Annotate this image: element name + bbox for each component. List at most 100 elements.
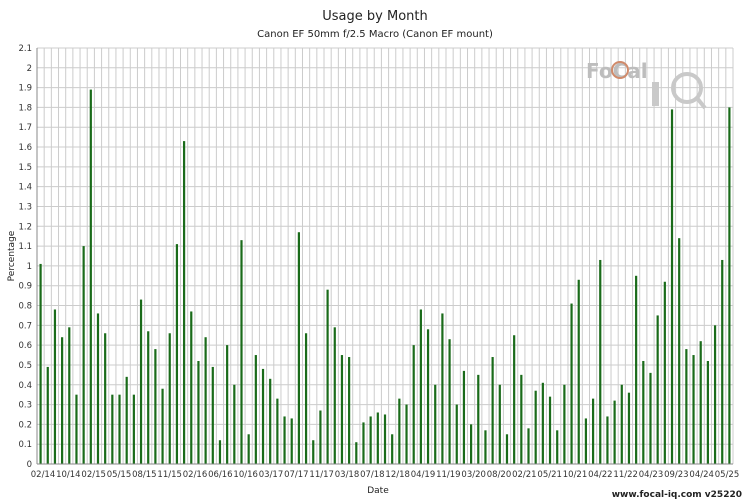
bar [269,378,272,464]
x-tick-label: 12/18 [385,470,410,480]
bar [304,333,308,464]
bar [721,259,724,464]
bar [226,345,229,464]
bar [319,410,322,464]
x-tick-label: 02/16 [183,470,208,480]
y-tick-label: 0.7 [18,321,32,331]
y-tick-label: 1.1 [18,242,32,252]
y-tick-label: 0.6 [18,341,32,351]
logo-lens-icon [611,61,629,79]
bar [520,374,523,464]
bar [369,416,372,464]
x-axis-title: Date [367,486,389,496]
bar [111,394,114,464]
bar [484,430,487,464]
bar [53,309,57,464]
bar [312,440,315,464]
y-tick-label: 1.7 [18,123,32,133]
x-tick-label: 10/16 [233,470,258,480]
x-tick-label: 09/23 [664,470,689,480]
y-tick-label: 1.9 [18,84,32,94]
x-tick-label: 03/17 [259,470,284,480]
bar [448,339,451,464]
x-tick-label: 05/25 [715,470,740,480]
bar [591,398,595,464]
bar [75,394,78,464]
bar [233,384,236,464]
y-axis-ticks: 0 0.1 0.2 0.3 0.4 0.5 0.6 0.7 0.8 0.9 1 1.1 1.2 1.3 1.… [18,44,32,470]
bar [441,313,444,464]
bar [139,299,143,464]
y-tick-label: 0 [27,460,32,470]
x-tick-label: 11/19 [436,470,461,480]
bar [728,107,731,464]
bar [656,315,659,464]
x-tick-label: 03/18 [335,470,360,480]
bar [692,355,695,464]
y-tick-label: 0.2 [18,420,32,430]
bar [642,360,645,464]
bar [182,141,186,464]
x-tick-label: 02/14 [31,470,56,480]
bar [541,382,544,464]
y-tick-label: 2 [27,64,32,74]
bar [606,416,609,464]
y-tick-label: 1.2 [18,222,32,232]
bar [355,442,358,464]
bar [283,416,286,464]
y-tick-label: 0.1 [18,440,32,450]
focal-iq-logo: FoCal [586,59,707,110]
bar [613,400,616,464]
bar [527,428,530,464]
bar [513,335,516,464]
bar [391,434,394,464]
bar [470,424,473,464]
y-tick-label: 1.6 [18,143,32,153]
bar [125,376,128,464]
x-tick-label: 07/18 [360,470,385,480]
bar [713,325,717,464]
bar [398,398,401,464]
bar [462,370,466,464]
bar [678,238,681,464]
x-tick-label: 04/19 [411,470,436,480]
bar [348,357,351,464]
bar [362,422,365,464]
x-axis-ticks: 02/14 10/14 02/15 05/15 08/15 11/15 02/16 06/16… [31,470,740,480]
bar [649,372,652,464]
x-tick-label: 11/17 [309,470,334,480]
bar [491,357,494,464]
x-tick-label: 04/23 [639,470,664,480]
y-tick-label: 0.3 [18,401,32,411]
bar [276,398,279,464]
x-tick-label: 05/21 [537,470,562,480]
bar [706,360,709,464]
bar [61,337,64,464]
x-tick-label: 02/15 [81,470,106,480]
x-tick-label: 10/21 [563,470,588,480]
bar [620,384,623,464]
y-tick-label: 1.3 [18,202,32,212]
bar [699,341,702,464]
bar [290,418,293,464]
chart-subtitle: Canon EF 50mm f/2.5 Macro (Canon EF moun… [257,29,493,40]
y-tick-label: 0.5 [18,361,32,371]
y-tick-label: 0.4 [18,381,32,391]
bar [254,355,257,464]
bar [584,418,588,464]
bar [39,263,42,464]
bar [340,355,344,464]
bar [663,281,666,464]
bar [376,412,379,464]
bar [455,404,458,464]
bar [570,303,573,464]
y-axis-title: Percentage [7,230,17,281]
bar [68,327,71,464]
bar [505,434,509,464]
bar [405,404,408,464]
y-tick-label: 1.4 [18,183,32,193]
bar [563,384,566,464]
x-tick-label: 05/15 [107,470,132,480]
bar [434,384,437,464]
